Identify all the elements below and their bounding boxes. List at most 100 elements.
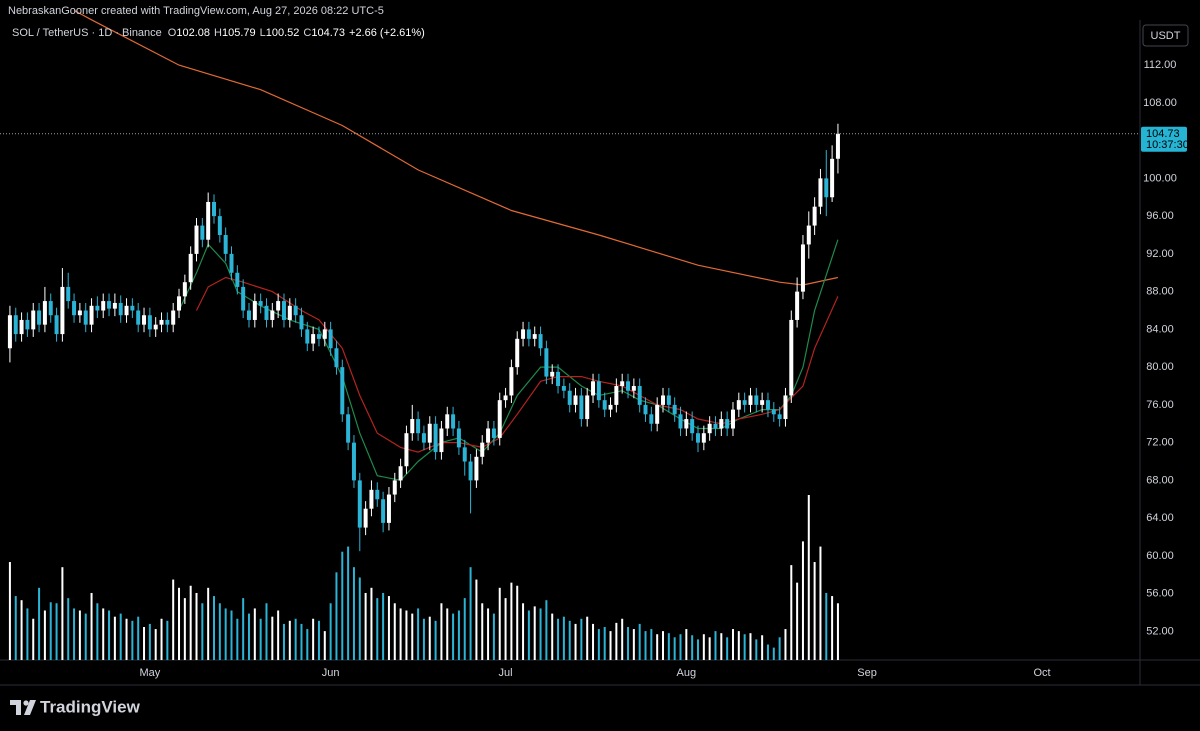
y-tick-label: 112.00	[1144, 59, 1177, 71]
volume-bar	[137, 616, 140, 660]
candle-body	[89, 305, 94, 325]
candle-body	[375, 489, 380, 500]
candle-body	[77, 310, 82, 316]
legend-title: SOL / TetherUS · 1D · Binance	[12, 27, 162, 39]
currency-label[interactable]: USDT	[1151, 30, 1181, 42]
candle-body	[107, 301, 112, 309]
candle-body	[147, 315, 152, 330]
volume-bar	[277, 610, 280, 660]
volume-bar	[90, 592, 93, 660]
volume-bar	[813, 562, 816, 660]
candle-body	[754, 395, 759, 405]
volume-bar	[288, 620, 291, 660]
volume-bar	[358, 577, 361, 660]
candle-body	[66, 286, 71, 302]
candle-body	[182, 282, 187, 297]
candle-body	[561, 386, 566, 391]
candle-body	[398, 466, 403, 481]
volume-bar	[236, 618, 239, 660]
candle-body	[830, 158, 835, 198]
candle-body	[661, 395, 666, 405]
volume-bar	[592, 623, 595, 660]
volume-bar	[755, 639, 758, 660]
legend-ohlc-key: C	[303, 27, 311, 39]
volume-bar	[195, 592, 198, 660]
y-tick-label: 96.00	[1146, 210, 1174, 222]
candle-body	[410, 419, 415, 434]
logo-dot	[23, 700, 29, 706]
candle-body	[701, 433, 706, 443]
candle-body	[503, 395, 508, 401]
candle-body	[550, 371, 555, 377]
candle-body	[427, 423, 432, 443]
volume-bar	[720, 633, 723, 660]
legend-ohlc-value: 102.08	[176, 27, 210, 39]
volume-bar	[61, 567, 64, 660]
candle-body	[451, 414, 456, 429]
candle-body	[311, 334, 316, 344]
candle-body	[212, 201, 217, 217]
volume-bar	[218, 603, 221, 660]
candle-body	[95, 305, 100, 311]
volume-bar	[294, 618, 297, 660]
x-tick-label: Aug	[677, 667, 697, 679]
volume-bar	[55, 603, 58, 660]
candle-body	[736, 400, 741, 410]
candle-body	[124, 305, 129, 316]
volume-bar	[32, 618, 35, 660]
candle-body	[37, 310, 42, 325]
y-tick-label: 80.00	[1146, 361, 1174, 373]
candle-body	[83, 310, 88, 325]
y-tick-label: 92.00	[1146, 248, 1174, 260]
candle-body	[322, 329, 327, 339]
volume-bar	[615, 622, 618, 660]
candle-body	[719, 419, 724, 429]
candle-body	[223, 235, 228, 254]
volume-bar	[189, 585, 192, 660]
candle-body	[631, 386, 636, 391]
volume-bar	[428, 616, 431, 660]
candle-body	[252, 301, 257, 320]
volume-bar	[819, 546, 822, 660]
candle-body	[532, 334, 537, 339]
volume-bar	[586, 616, 589, 660]
candle-body	[246, 310, 251, 320]
candle-body	[54, 315, 59, 335]
legend-ohlc-key: O	[168, 27, 177, 39]
x-tick-label: Oct	[1033, 667, 1050, 679]
volume-bar	[726, 637, 729, 660]
candle-body	[369, 489, 374, 509]
currency-button[interactable]	[1142, 24, 1189, 47]
y-tick-label: 84.00	[1146, 323, 1174, 335]
candle-body	[695, 433, 700, 443]
legend-ohlc-key: L	[260, 27, 266, 39]
candle-body	[649, 414, 654, 424]
volume-bar	[166, 620, 169, 660]
y-tick-label: 100.00	[1143, 172, 1177, 184]
volume-bar	[784, 629, 787, 660]
volume-bar	[638, 623, 641, 660]
candle-body	[556, 371, 561, 387]
candle-body	[217, 216, 222, 236]
volume-bar	[84, 613, 87, 660]
volume-bar	[247, 613, 250, 660]
candle-body	[760, 400, 765, 405]
x-tick-label: Jul	[499, 667, 513, 679]
volume-bar	[621, 618, 624, 660]
volume-bar	[662, 631, 665, 660]
candle-body	[614, 386, 619, 405]
candle-body	[235, 272, 240, 287]
volume-bar	[691, 635, 694, 660]
candle-body	[229, 253, 234, 273]
volume-bar	[539, 608, 542, 660]
candle-body	[824, 178, 829, 198]
candle-body	[684, 419, 689, 429]
volume-bar	[73, 608, 76, 660]
candle-body	[13, 315, 18, 335]
y-tick-label: 56.00	[1146, 588, 1174, 600]
legend-ohlc-value: 105.79	[222, 27, 256, 39]
volume-bar	[411, 613, 414, 660]
volume-bar	[825, 592, 828, 660]
